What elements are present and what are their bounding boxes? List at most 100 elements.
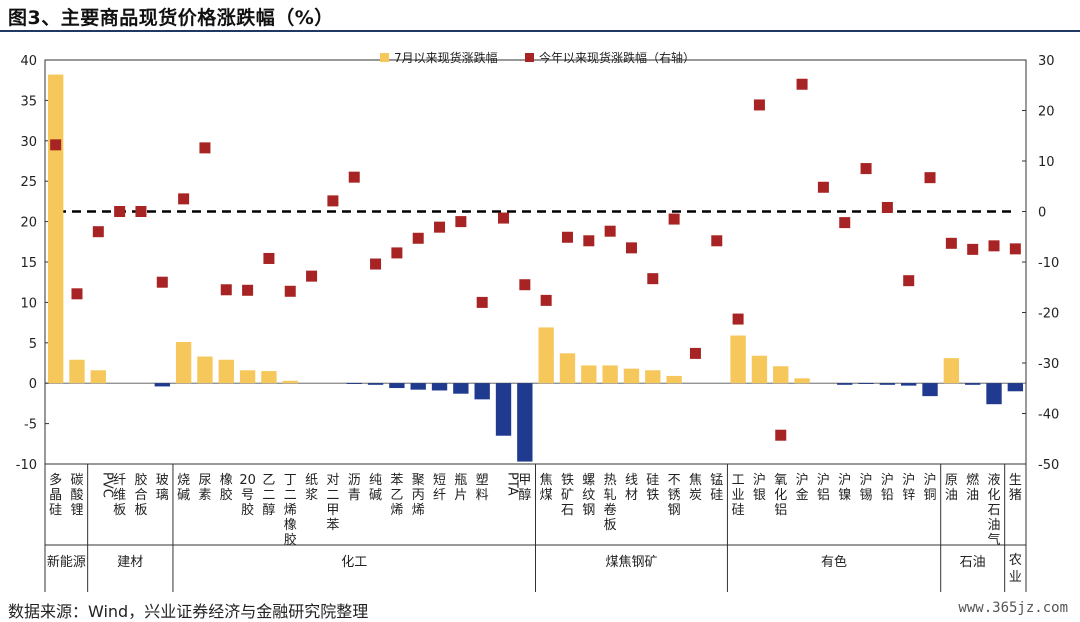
category-label: 沪金 bbox=[796, 472, 809, 503]
category-label: 硅铁 bbox=[646, 473, 659, 503]
category-label: 沥青 bbox=[348, 473, 361, 503]
bar-生猪 bbox=[1007, 383, 1024, 392]
category-label: 对二甲苯 bbox=[326, 473, 339, 533]
bar-尿素 bbox=[197, 356, 213, 384]
left-tick-label: -10 bbox=[16, 458, 37, 473]
bar-燃油 bbox=[965, 383, 981, 385]
right-tick-label: -40 bbox=[1038, 408, 1059, 423]
category-label: 20 号胶 bbox=[239, 473, 256, 518]
category-label: 热轧卷板 bbox=[604, 473, 617, 533]
category-label: 沪镍 bbox=[838, 472, 851, 503]
marker-沪铅 bbox=[881, 201, 893, 213]
bar-甲醇 bbox=[517, 383, 533, 462]
legend-label-bar: 7月以来现货涨跌幅 bbox=[394, 50, 498, 65]
bar-原油 bbox=[943, 358, 960, 384]
bar-沪镍 bbox=[837, 383, 853, 385]
marker-沥青 bbox=[348, 171, 360, 183]
legend-label-marker: 今年以来现货涨跌幅（右轴） bbox=[539, 50, 695, 65]
category-label: 焦煤 bbox=[540, 473, 553, 503]
category-label: 烧碱 bbox=[177, 473, 190, 503]
marker-玻璃 bbox=[156, 276, 168, 288]
title-rule bbox=[0, 30, 1080, 32]
left-tick-label: 25 bbox=[20, 175, 37, 190]
category-label: PVC bbox=[99, 472, 114, 498]
category-label: 橡胶 bbox=[220, 473, 233, 503]
marker-生猪 bbox=[1009, 243, 1021, 255]
bar-瓶片 bbox=[453, 383, 469, 394]
category-label: 锰硅 bbox=[710, 473, 723, 503]
category-label: 多晶硅 bbox=[49, 472, 62, 518]
category-label: 工业硅 bbox=[732, 473, 745, 518]
marker-工业硅 bbox=[732, 313, 744, 325]
bar-PVC bbox=[90, 370, 106, 384]
bar-沪锡 bbox=[858, 383, 874, 385]
marker-多晶硅 bbox=[50, 139, 62, 151]
category-label: 沪铅 bbox=[881, 472, 894, 503]
bar-焦煤 bbox=[538, 327, 554, 384]
marker-热轧卷板 bbox=[604, 225, 616, 237]
marker-不锈钢 bbox=[668, 213, 680, 225]
marker-PVC bbox=[92, 226, 104, 238]
category-label: 碳酸锂 bbox=[70, 473, 83, 518]
bar-沪铜 bbox=[922, 383, 938, 397]
bar-氧化铝 bbox=[773, 366, 789, 384]
right-tick-label: -20 bbox=[1038, 307, 1059, 322]
right-tick-label: -50 bbox=[1038, 458, 1059, 473]
category-label: 沪锌 bbox=[902, 472, 915, 503]
marker-沪铝 bbox=[817, 181, 829, 193]
bar-硅铁 bbox=[645, 370, 661, 384]
bar-螺纹钢 bbox=[581, 365, 597, 384]
bar-橡胶 bbox=[218, 359, 234, 384]
plot-frame bbox=[44, 59, 1027, 465]
category-label: 焦炭 bbox=[689, 473, 702, 503]
marker-沪铜 bbox=[924, 172, 936, 184]
bar-短纤 bbox=[431, 383, 448, 391]
bar-沪锌 bbox=[901, 383, 917, 386]
marker-沪银 bbox=[753, 99, 765, 111]
bar-丁二烯橡胶 bbox=[282, 380, 298, 384]
marker-纯碱 bbox=[370, 258, 382, 270]
category-label: 苯乙烯 bbox=[390, 473, 403, 518]
marker-硅铁 bbox=[647, 273, 659, 285]
category-label: 甲醇 bbox=[518, 473, 531, 503]
marker-沪锌 bbox=[903, 275, 915, 287]
group-label: 煤焦钢矿 bbox=[605, 555, 657, 570]
bar-液化石油气 bbox=[986, 383, 1002, 405]
bar-不锈钢 bbox=[666, 375, 682, 384]
marker-PTA bbox=[498, 212, 510, 224]
category-label: 原油 bbox=[945, 473, 958, 503]
category-label: 纸浆 bbox=[305, 473, 318, 503]
marker-螺纹钢 bbox=[583, 235, 595, 247]
marker-聚丙烯 bbox=[412, 232, 424, 244]
marker-液化石油气 bbox=[988, 240, 1000, 252]
group-label: 新能源 bbox=[47, 554, 86, 570]
bar-乙二醇 bbox=[261, 371, 277, 384]
figure-title: 图3、主要商品现货价格涨跌幅（%） bbox=[8, 7, 334, 29]
bar-沥青 bbox=[346, 383, 362, 385]
bar-碳酸锂 bbox=[69, 359, 85, 384]
group-label: 有色 bbox=[821, 554, 847, 570]
marker-丁二烯橡胶 bbox=[284, 285, 296, 297]
category-label: 短纤 bbox=[433, 473, 446, 503]
right-y-axis: -50 -40 -30 -20 -10 0 10 20 30 bbox=[1022, 54, 1059, 473]
left-tick-label: 10 bbox=[20, 296, 37, 311]
right-tick-label: -10 bbox=[1038, 256, 1059, 271]
bar-沪银 bbox=[751, 355, 768, 384]
category-label: 生猪 bbox=[1009, 473, 1022, 503]
marker-锰硅 bbox=[711, 235, 723, 247]
marker-纤维板 bbox=[114, 206, 126, 217]
legend: 7月以来现货涨跌幅 今年以来现货涨跌幅（右轴） bbox=[380, 50, 695, 65]
left-tick-label: 15 bbox=[20, 256, 37, 271]
category-label: 纯碱 bbox=[369, 473, 382, 503]
category-label: 沪锡 bbox=[860, 472, 873, 503]
marker-原油 bbox=[945, 237, 957, 249]
right-tick-label: 0 bbox=[1038, 206, 1046, 221]
category-label: 氧化铝 bbox=[774, 473, 787, 518]
marker-线材 bbox=[625, 242, 637, 254]
marker-烧碱 bbox=[178, 193, 190, 205]
bar-多晶硅 bbox=[47, 74, 64, 384]
category-label: 沪铜 bbox=[924, 472, 937, 503]
left-tick-label: 30 bbox=[20, 135, 37, 150]
marker-甲醇 bbox=[519, 279, 531, 291]
bar-线材 bbox=[623, 368, 640, 384]
